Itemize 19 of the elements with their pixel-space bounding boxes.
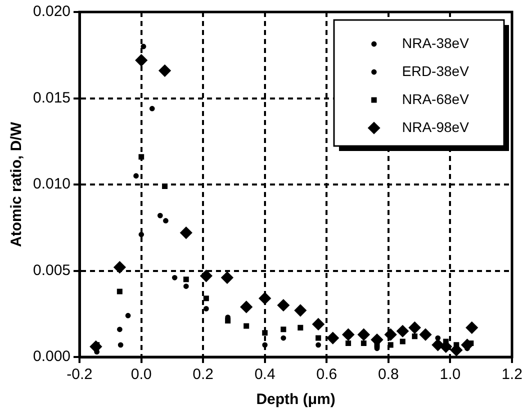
- legend-label: NRA-98eV: [402, 118, 470, 135]
- x-tick-label: 1.2: [502, 366, 522, 384]
- y-tick-label: 0.020: [32, 3, 71, 20]
- x-tick-label: 0.4: [254, 366, 276, 384]
- x-axis-title: Depth (μm): [256, 391, 336, 408]
- y-tick-label: 0.010: [32, 176, 71, 193]
- x-tick-label: 1.0: [440, 366, 461, 384]
- legend-label: NRA-68eV: [402, 90, 470, 107]
- x-tick-label: -0.2: [66, 366, 92, 384]
- x-tick-label: 0.2: [192, 366, 214, 384]
- x-tick-label: 0.8: [378, 366, 399, 384]
- y-tick-label: 0.005: [32, 262, 71, 279]
- y-axis-title: Atomic ratio, D/W: [8, 121, 26, 248]
- y-tick-label: 0.015: [32, 89, 71, 106]
- y-tick-label: 0.000: [32, 348, 71, 366]
- x-tick-label: 0.6: [316, 366, 338, 384]
- x-tick-label: 0.0: [130, 366, 152, 384]
- legend-label: ERD-38eV: [402, 62, 470, 79]
- legend-label: NRA-38eV: [402, 34, 470, 51]
